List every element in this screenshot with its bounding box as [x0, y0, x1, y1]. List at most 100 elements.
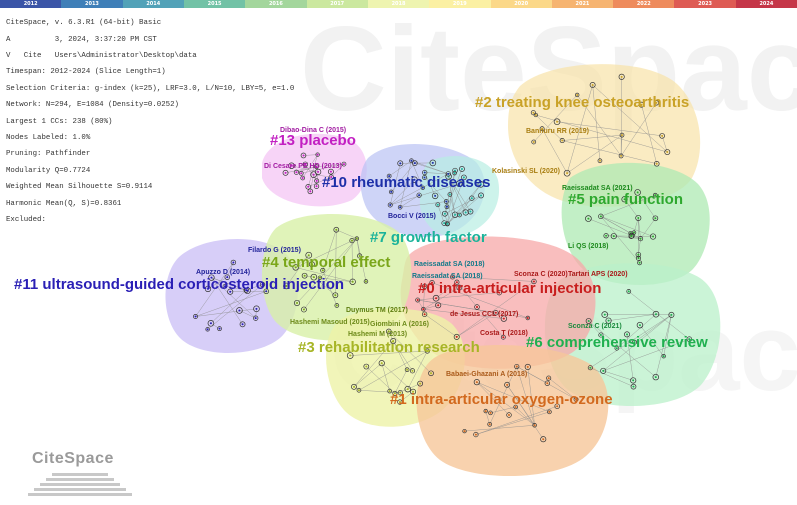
- network-node[interactable]: [462, 209, 469, 216]
- network-node[interactable]: [422, 175, 427, 180]
- network-node[interactable]: [315, 152, 320, 157]
- network-node[interactable]: [378, 360, 385, 367]
- network-node[interactable]: [314, 178, 320, 184]
- network-node[interactable]: [500, 315, 508, 322]
- network-node[interactable]: [531, 139, 537, 145]
- network-node[interactable]: [404, 367, 410, 373]
- network-node[interactable]: [649, 233, 657, 240]
- network-node[interactable]: [553, 118, 561, 126]
- network-node[interactable]: [573, 397, 579, 402]
- network-node[interactable]: [624, 331, 630, 338]
- network-node[interactable]: [444, 221, 450, 227]
- network-node[interactable]: [467, 208, 474, 215]
- network-node[interactable]: [544, 380, 550, 386]
- network-node[interactable]: [421, 283, 428, 290]
- network-node[interactable]: [421, 306, 426, 312]
- network-node[interactable]: [653, 160, 660, 167]
- network-node[interactable]: [283, 282, 290, 290]
- network-node[interactable]: [227, 288, 234, 295]
- cluster-label-1[interactable]: #1 intra-articular oxygen-ozone: [390, 391, 613, 408]
- network-node[interactable]: [422, 169, 428, 176]
- cluster-label-6[interactable]: #6 comprehensive review: [526, 334, 708, 351]
- network-node[interactable]: [207, 320, 215, 327]
- network-node[interactable]: [259, 281, 266, 288]
- network-node[interactable]: [288, 162, 295, 169]
- network-node[interactable]: [293, 299, 301, 307]
- network-node[interactable]: [441, 210, 448, 217]
- network-node[interactable]: [493, 310, 499, 316]
- network-node[interactable]: [317, 275, 323, 280]
- network-node[interactable]: [455, 180, 463, 188]
- network-node[interactable]: [487, 421, 493, 427]
- network-node[interactable]: [525, 315, 530, 321]
- network-node[interactable]: [559, 137, 565, 144]
- network-node[interactable]: [474, 304, 480, 310]
- network-node[interactable]: [411, 176, 418, 183]
- network-node[interactable]: [263, 288, 269, 295]
- network-node[interactable]: [435, 302, 442, 309]
- network-node[interactable]: [540, 436, 547, 443]
- cluster-label-3[interactable]: #3 rehabilitation research: [298, 339, 480, 356]
- network-node[interactable]: [462, 428, 467, 434]
- network-node[interactable]: [478, 192, 484, 199]
- network-node[interactable]: [496, 289, 502, 296]
- network-node[interactable]: [217, 326, 222, 332]
- cluster-label-2[interactable]: #2 treating knee osteoarthritis: [475, 94, 689, 111]
- network-node[interactable]: [547, 409, 552, 415]
- network-node[interactable]: [239, 321, 246, 328]
- network-node[interactable]: [661, 354, 666, 359]
- network-node[interactable]: [605, 317, 612, 324]
- network-node[interactable]: [432, 294, 440, 302]
- network-node[interactable]: [293, 169, 299, 175]
- network-node[interactable]: [332, 292, 339, 299]
- network-nodes[interactable]: [193, 73, 693, 443]
- network-node[interactable]: [454, 279, 460, 285]
- network-node[interactable]: [346, 352, 354, 359]
- network-node[interactable]: [193, 314, 198, 319]
- network-node[interactable]: [638, 101, 645, 108]
- network-node[interactable]: [349, 278, 356, 285]
- network-node[interactable]: [618, 153, 624, 159]
- network-node[interactable]: [387, 202, 393, 208]
- network-node[interactable]: [392, 390, 398, 396]
- network-node[interactable]: [313, 164, 319, 170]
- network-node[interactable]: [531, 278, 537, 285]
- network-node[interactable]: [320, 267, 326, 273]
- network-node[interactable]: [411, 160, 418, 166]
- network-node[interactable]: [305, 251, 313, 259]
- network-node[interactable]: [301, 306, 307, 313]
- network-node[interactable]: [397, 399, 403, 405]
- network-node[interactable]: [601, 311, 609, 318]
- network-node[interactable]: [447, 192, 453, 197]
- network-node[interactable]: [390, 338, 397, 345]
- network-node[interactable]: [301, 272, 308, 279]
- network-node[interactable]: [635, 255, 642, 261]
- network-node[interactable]: [310, 273, 318, 281]
- network-node[interactable]: [354, 236, 359, 241]
- network-node[interactable]: [473, 379, 480, 386]
- network-node[interactable]: [388, 189, 394, 195]
- network-node[interactable]: [230, 259, 237, 266]
- network-node[interactable]: [524, 363, 531, 371]
- cluster-label-0[interactable]: #0 intra-articular injection: [418, 280, 601, 297]
- network-node[interactable]: [404, 385, 412, 393]
- network-node[interactable]: [600, 367, 607, 374]
- network-node[interactable]: [302, 161, 309, 168]
- network-node[interactable]: [307, 188, 314, 195]
- network-node[interactable]: [457, 212, 462, 218]
- network-node[interactable]: [300, 175, 306, 181]
- network-node[interactable]: [469, 195, 475, 201]
- network-node[interactable]: [587, 365, 593, 371]
- network-node[interactable]: [428, 370, 434, 377]
- network-node[interactable]: [652, 192, 658, 198]
- network-node[interactable]: [349, 237, 355, 244]
- network-node[interactable]: [292, 264, 299, 271]
- network-node[interactable]: [477, 181, 485, 188]
- network-node[interactable]: [619, 132, 625, 138]
- network-node[interactable]: [282, 169, 289, 176]
- network-node[interactable]: [554, 403, 560, 409]
- network-node[interactable]: [453, 333, 460, 340]
- network-node[interactable]: [618, 73, 625, 80]
- network-node[interactable]: [598, 213, 604, 220]
- cluster-label-9[interactable]: #11 ultrasound-guided corticosteroid inj…: [14, 276, 344, 293]
